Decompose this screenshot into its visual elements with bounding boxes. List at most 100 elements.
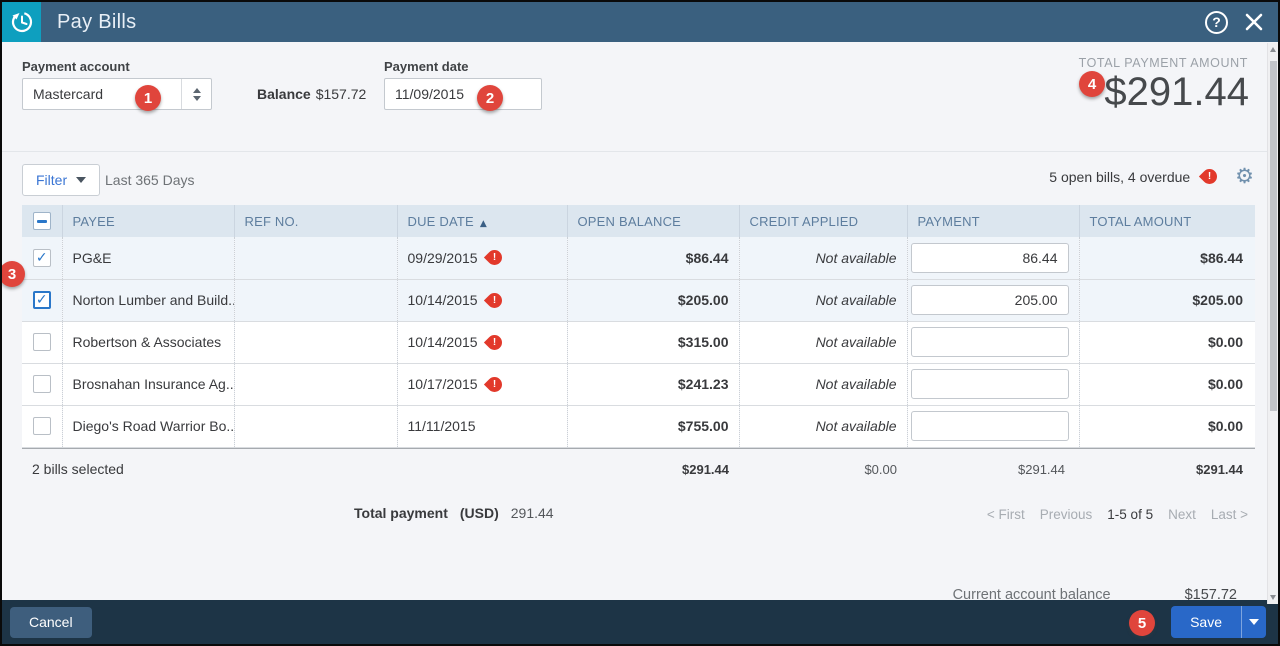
totals-credit-applied: $0.00 xyxy=(864,461,897,477)
payment-input[interactable] xyxy=(910,369,1069,399)
due-date-cell: 10/14/2015 xyxy=(407,292,478,308)
credit-applied-cell: Not available xyxy=(738,237,907,280)
scrollbar-thumb[interactable] xyxy=(1269,61,1277,411)
col-header-total-amount[interactable]: TOTAL AMOUNT xyxy=(1078,205,1255,237)
payment-date-input[interactable] xyxy=(384,78,542,110)
current-balance-label: Current account balance xyxy=(952,587,1111,603)
date-range-label: Last 365 Days xyxy=(105,172,195,188)
overdue-icon: ! xyxy=(483,331,505,353)
gear-icon[interactable]: ⚙ xyxy=(1235,164,1254,188)
pagination-previous[interactable]: Previous xyxy=(1039,506,1093,522)
payee-cell: Brosnahan Insurance Ag... xyxy=(61,363,234,406)
total-amount-cell: $86.44 xyxy=(1078,237,1255,280)
save-dropdown-arrow[interactable] xyxy=(1241,606,1266,638)
account-spinner-icon[interactable] xyxy=(181,79,211,109)
recurring-clock-icon xyxy=(2,2,41,42)
close-icon[interactable] xyxy=(1244,12,1264,32)
summary-row: Total payment (USD) 291.44 < First Previ… xyxy=(2,490,1278,538)
total-payment-value: 291.44 xyxy=(510,504,554,521)
total-amount-cell: $0.00 xyxy=(1078,363,1255,406)
footer-action-bar: Cancel Save xyxy=(2,600,1278,644)
total-amount-cell: $0.00 xyxy=(1078,405,1255,448)
open-bills-summary: 5 open bills, 4 overdue xyxy=(1049,168,1191,185)
due-date-cell: 10/14/2015 xyxy=(407,334,478,350)
payee-cell: PG&E xyxy=(61,237,234,280)
open-balance-cell: $86.44 xyxy=(566,237,739,280)
account-balance-line: Balance $157.72 xyxy=(257,86,366,102)
col-header-credit-applied[interactable]: CREDIT APPLIED xyxy=(738,205,907,237)
step-badge-2: 2 xyxy=(477,85,503,111)
table-header-row: PAYEE REF NO. DUE DATE ▲ OPEN BALANCE CRE… xyxy=(22,205,1255,237)
col-header-payee[interactable]: PAYEE xyxy=(61,205,234,237)
table-row: ✓ Norton Lumber and Build... 10/14/2015!… xyxy=(22,279,1255,322)
ref-no-cell xyxy=(233,279,397,322)
credit-applied-cell: Not available xyxy=(738,279,907,322)
overdue-warning-icon: ! xyxy=(1199,165,1221,188)
totals-open-balance: $291.44 xyxy=(682,461,729,477)
select-all-checkbox[interactable] xyxy=(32,212,51,230)
col-header-open-balance[interactable]: OPEN BALANCE xyxy=(566,205,739,237)
payee-cell: Norton Lumber and Build... xyxy=(61,279,234,322)
row-checkbox[interactable]: ✓ xyxy=(32,333,51,351)
payment-account-value: Mastercard xyxy=(33,86,104,102)
overdue-icon: ! xyxy=(483,289,505,311)
current-account-balance: Current account balance $157.72 xyxy=(953,587,1237,603)
row-checkbox[interactable]: ✓ xyxy=(32,417,51,435)
open-balance-cell: $755.00 xyxy=(566,405,739,448)
ref-no-cell xyxy=(233,363,397,406)
table-row: ✓ Brosnahan Insurance Ag... 10/17/2015! … xyxy=(22,363,1255,406)
open-balance-cell: $315.00 xyxy=(566,321,739,364)
filter-button-label: Filter xyxy=(36,172,68,188)
ref-no-cell xyxy=(233,237,397,280)
bills-selected-count: 2 bills selected xyxy=(32,461,124,477)
payment-input[interactable] xyxy=(910,285,1069,315)
credit-applied-cell: Not available xyxy=(738,405,907,448)
col-header-due-date[interactable]: DUE DATE ▲ xyxy=(396,205,567,237)
table-row: ✓ Diego's Road Warrior Bo... 11/11/2015!… xyxy=(22,405,1255,448)
table-totals-row: 2 bills selected $291.44 $0.00 $291.44 $… xyxy=(22,447,1255,490)
save-split-button: Save xyxy=(1171,606,1266,638)
total-payment-label: Total payment xyxy=(354,504,448,521)
payment-header-section: Payment account Mastercard Balance $157.7… xyxy=(2,42,1278,152)
total-payment-amount-label: TOTAL PAYMENT AMOUNT xyxy=(1078,56,1248,70)
col-header-payment[interactable]: PAYMENT xyxy=(906,205,1079,237)
overdue-icon: ! xyxy=(483,247,505,269)
cancel-button[interactable]: Cancel xyxy=(10,606,92,638)
indeterminate-icon xyxy=(36,219,47,223)
balance-value: $157.72 xyxy=(315,86,367,102)
overdue-icon: ! xyxy=(483,373,505,395)
col-header-ref-no[interactable]: REF NO. xyxy=(233,205,397,237)
pagination-first[interactable]: < First xyxy=(986,506,1025,522)
scroll-down-icon[interactable] xyxy=(1270,595,1276,600)
pagination-last[interactable]: Last > xyxy=(1210,506,1248,522)
vertical-scrollbar[interactable] xyxy=(1267,43,1278,604)
total-amount-cell: $0.00 xyxy=(1078,321,1255,364)
scroll-up-icon[interactable] xyxy=(1270,47,1276,52)
save-button[interactable]: Save xyxy=(1171,606,1241,638)
row-checkbox[interactable]: ✓ xyxy=(32,248,51,267)
step-badge-4: 4 xyxy=(1079,71,1105,97)
check-icon: ✓ xyxy=(35,292,48,308)
payment-account-label: Payment account xyxy=(22,59,130,74)
payment-input[interactable] xyxy=(910,411,1069,441)
total-payment-amount-value: $291.44 xyxy=(1104,70,1249,114)
row-checkbox[interactable]: ✓ xyxy=(32,375,51,393)
pagination-next[interactable]: Next xyxy=(1168,506,1196,522)
credit-applied-cell: Not available xyxy=(738,363,907,406)
payment-input[interactable] xyxy=(910,327,1069,357)
total-amount-cell: $205.00 xyxy=(1078,279,1255,322)
help-icon[interactable]: ? xyxy=(1205,10,1228,34)
row-checkbox[interactable]: ✓ xyxy=(32,291,51,309)
check-icon: ✓ xyxy=(35,249,48,266)
title-bar: Pay Bills ? xyxy=(2,2,1278,42)
open-balance-cell: $241.23 xyxy=(566,363,739,406)
bills-table: PAYEE REF NO. DUE DATE ▲ OPEN BALANCE CRE… xyxy=(22,205,1255,448)
currency-label: (USD) xyxy=(459,504,499,521)
payment-account-select[interactable]: Mastercard xyxy=(22,78,212,110)
ref-no-cell xyxy=(233,321,397,364)
due-date-cell: 09/29/2015 xyxy=(407,249,478,266)
balance-label: Balance xyxy=(257,86,311,102)
filter-button[interactable]: Filter xyxy=(22,164,101,196)
payment-input[interactable] xyxy=(910,242,1069,273)
